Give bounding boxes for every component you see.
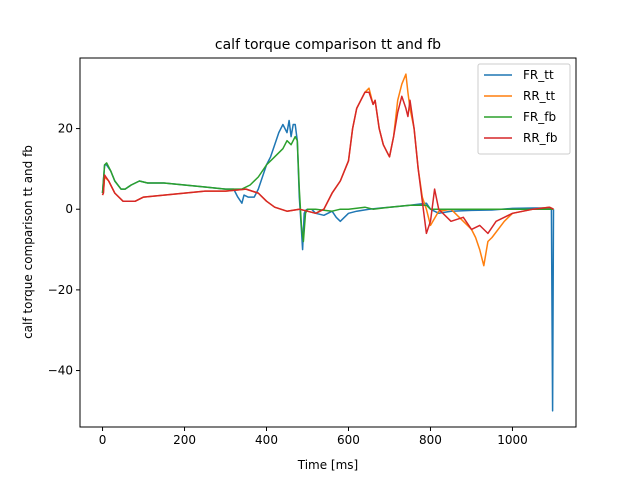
- y-axis-ticks: −40 −20 0 20: [48, 122, 80, 378]
- legend-label-rr-tt: RR_tt: [523, 89, 555, 103]
- x-tick-label: 0: [99, 433, 107, 447]
- y-tick-label: 20: [58, 122, 73, 136]
- x-tick-label: 1000: [497, 433, 528, 447]
- plot-area: [79, 57, 577, 428]
- y-axis-label: calf torque comparison tt and fb: [21, 145, 35, 339]
- x-tick-label: 800: [419, 433, 442, 447]
- series-line-fr-fb: [101, 135, 554, 243]
- y-tick-label: 0: [65, 202, 73, 216]
- y-tick-label: −20: [48, 283, 73, 297]
- series-layer: [101, 73, 555, 412]
- x-axis-label: Time [ms]: [297, 458, 359, 472]
- chart-title: calf torque comparison tt and fb: [215, 37, 441, 53]
- legend-frame: [477, 63, 571, 155]
- x-axis-ticks: 0 200 400 600 800 1000: [99, 427, 528, 447]
- legend-label-fr-fb: FR_fb: [523, 110, 556, 124]
- legend: FR_tt RR_tt FR_fb RR_fb: [477, 63, 571, 155]
- x-tick-label: 200: [173, 433, 196, 447]
- x-tick-label: 400: [255, 433, 278, 447]
- series-line-rr-fb: [101, 91, 554, 235]
- plot-frame: [79, 57, 577, 428]
- y-tick-label: −40: [48, 364, 73, 378]
- x-tick-label: 600: [337, 433, 360, 447]
- legend-label-rr-fb: RR_fb: [523, 131, 558, 145]
- legend-label-fr-tt: FR_tt: [523, 68, 554, 82]
